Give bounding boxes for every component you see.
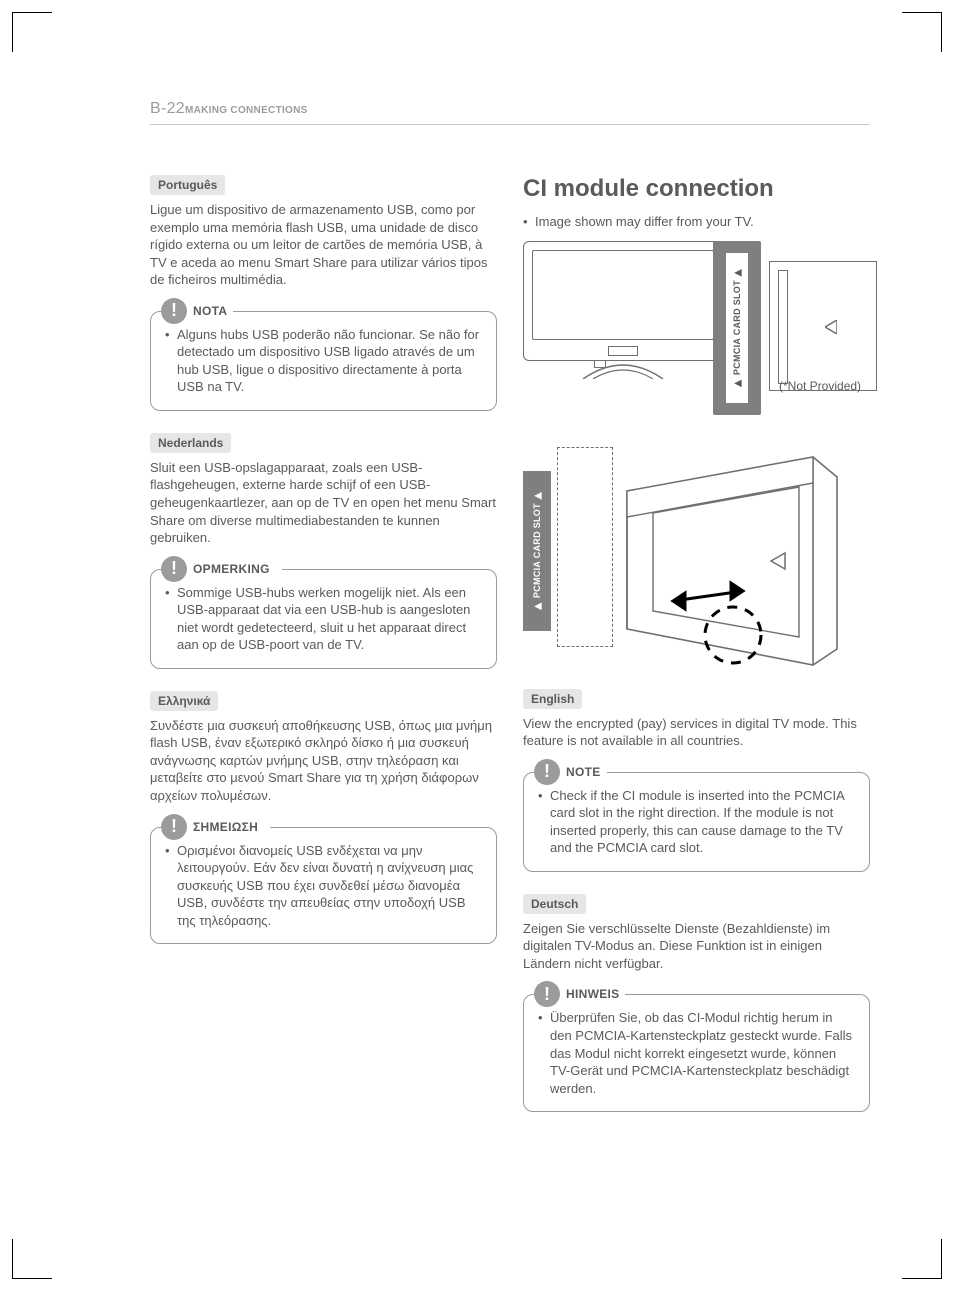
crop-mark <box>902 12 942 13</box>
note-item: Check if the CI module is inserted into … <box>538 787 855 857</box>
note-box-pt: ! NOTA Alguns hubs USB poderão não funci… <box>150 311 497 411</box>
note-icon: ! <box>161 556 187 582</box>
figure-card-insert: ▶ PCMCIA CARD SLOT ▶ <box>523 435 870 665</box>
lang-pill-english: English <box>523 689 582 709</box>
lang-pill-greek: Ελληνικά <box>150 691 218 711</box>
nl-body: Sluit een USB-opslagapparaat, zoals een … <box>150 459 497 547</box>
crop-mark <box>902 1278 942 1279</box>
note-title: ΣΗΜΕΙΩΣΗ <box>193 820 258 834</box>
page-header: B-22MAKING CONNECTIONS <box>150 100 870 125</box>
lang-pill-nederlands: Nederlands <box>150 433 231 453</box>
note-icon: ! <box>161 814 187 840</box>
note-icon: ! <box>534 981 560 1007</box>
note-box-el: ! ΣΗΜΕΙΩΣΗ Ορισμένοι διανομείς USB ενδέχ… <box>150 827 497 945</box>
tv-logo <box>608 346 638 356</box>
crop-mark <box>941 12 942 52</box>
note-box-en: ! NOTE Check if the CI module is inserte… <box>523 772 870 872</box>
crop-mark <box>941 1239 942 1279</box>
note-title: NOTA <box>193 304 227 318</box>
page-number: B-22 <box>150 100 185 117</box>
figure-caption: Image shown may differ from your TV. <box>523 213 870 231</box>
lang-pill-portugues: Português <box>150 175 225 195</box>
section-title: MAKING CONNECTIONS <box>185 105 308 116</box>
pt-body: Ligue um dispositivo de armazenamento US… <box>150 201 497 289</box>
note-item: Sommige USB-hubs werken mogelijk niet. A… <box>165 584 482 654</box>
ci-card-illustration <box>769 261 877 391</box>
section-heading: CI module connection <box>523 175 870 203</box>
en-body: View the encrypted (pay) services in dig… <box>523 715 870 750</box>
note-icon: ! <box>534 759 560 785</box>
card-3d-illustration <box>583 431 883 671</box>
tv-illustration <box>523 241 723 361</box>
de-body: Zeigen Sie verschlüsselte Dienste (Bezah… <box>523 920 870 973</box>
left-column: Português Ligue um dispositivo de armaze… <box>150 175 497 1134</box>
crop-mark <box>12 12 52 13</box>
note-item: Ορισμένοι διανομείς USB ενδέχεται να μην… <box>165 842 482 930</box>
note-icon: ! <box>161 298 187 324</box>
tv-stand <box>573 361 673 379</box>
crop-mark <box>12 1239 13 1279</box>
note-item: Alguns hubs USB poderão não funcionar. S… <box>165 326 482 396</box>
pcmcia-slot-label: ▶ PCMCIA CARD SLOT ▶ <box>532 490 542 611</box>
card-connector <box>778 270 788 384</box>
figure-tv-pcmcia: ▶ PCMCIA CARD SLOT ▶ (*Not Provided) <box>523 241 870 421</box>
pcmcia-slot-side: ▶ PCMCIA CARD SLOT ▶ <box>713 241 761 415</box>
crop-mark <box>12 1278 52 1279</box>
pcmcia-slot-front: ▶ PCMCIA CARD SLOT ▶ <box>523 471 551 631</box>
page: B-22MAKING CONNECTIONS Português Ligue u… <box>150 100 870 1134</box>
right-column: CI module connection Image shown may dif… <box>523 175 870 1134</box>
note-title: OPMERKING <box>193 562 270 576</box>
note-title: NOTE <box>566 765 601 779</box>
triangle-icon <box>825 320 837 339</box>
not-provided-label: (*Not Provided) <box>779 379 861 393</box>
note-box-nl: ! OPMERKING Sommige USB-hubs werken moge… <box>150 569 497 669</box>
note-box-de: ! HINWEIS Überprüfen Sie, ob das CI-Modu… <box>523 994 870 1112</box>
pcmcia-slot-label: ▶ PCMCIA CARD SLOT ▶ <box>732 267 742 388</box>
crop-mark <box>12 12 13 52</box>
note-item: Überprüfen Sie, ob das CI-Modul richtig … <box>538 1009 855 1097</box>
el-body: Συνδέστε μια συσκευή αποθήκευσης USB, όπ… <box>150 717 497 805</box>
note-title: HINWEIS <box>566 987 619 1001</box>
lang-pill-deutsch: Deutsch <box>523 894 586 914</box>
